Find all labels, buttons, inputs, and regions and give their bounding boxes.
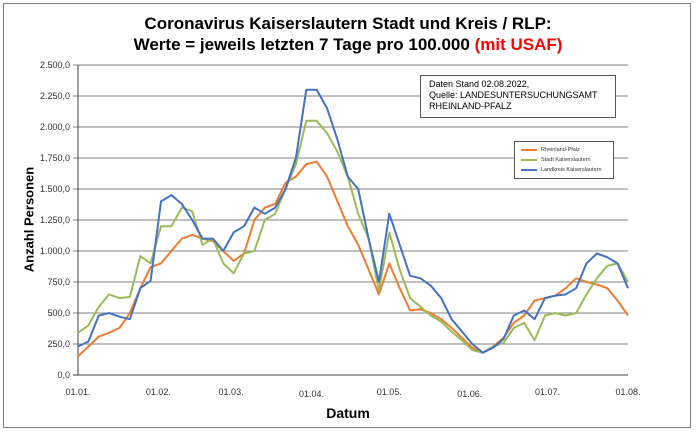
y-tick-label: 1.500,0	[40, 184, 70, 194]
source-annotation-box: Daten Stand 02.08.2022, Quelle: LANDESUN…	[420, 75, 616, 118]
y-tick-label: 2.500,0	[40, 60, 70, 70]
x-tick-label: 01.01.	[65, 387, 90, 397]
y-tick-label: 1.250,0	[40, 215, 70, 225]
legend-label: Rheinland-Pfalz	[541, 147, 580, 153]
legend: Rheinland-Pfalz Stadt Kaiserslautern Lan…	[514, 141, 614, 179]
annotation-line-1: Daten Stand 02.08.2022,	[429, 79, 530, 89]
legend-item-rheinland-pfalz: Rheinland-Pfalz	[521, 145, 613, 155]
chart-subtitle-accent: (mit USAF)	[474, 35, 563, 54]
series-line-stadt-kaiserslautern	[77, 119, 629, 354]
x-tick-label: 01.04.	[299, 389, 324, 399]
y-tick-label: 0,0	[57, 370, 70, 380]
x-tick-label: 01.02.	[146, 387, 171, 397]
annotation-line-2: Quelle: LANDESUNTERSUCHUNGSAMT	[429, 90, 598, 100]
legend-label: Stadt Kaiserslautern	[541, 157, 591, 163]
x-tick-label: 01.03.	[219, 387, 244, 397]
y-tick-label: 750,0	[47, 277, 70, 287]
chart-title-text: Coronavirus Kaiserslautern Stadt und Kre…	[144, 14, 552, 33]
legend-item-landkreis-kaiserslautern: Landkreis Kaiserslautern	[521, 165, 613, 175]
annotation-line-3: RHEINLAND-PFALZ	[429, 101, 512, 111]
x-tick-label: 01.07.	[535, 387, 560, 397]
y-tick-label: 250,0	[47, 339, 70, 349]
x-tick-label: 01.05.	[377, 387, 402, 397]
x-tick-label: 01.06.	[457, 389, 482, 399]
y-axis-label: Anzahl Personen	[21, 166, 37, 273]
chart-subtitle-text: Werte = jeweils letzten 7 Tage pro 100.0…	[133, 35, 470, 54]
chart-subtitle: Werte = jeweils letzten 7 Tage pro 100.0…	[0, 35, 696, 55]
y-tick-label: 1.000,0	[40, 246, 70, 256]
x-axis-label: Datum	[326, 405, 370, 421]
series-line-rheinland-pfalz	[77, 160, 629, 358]
y-tick-label: 500,0	[47, 308, 70, 318]
legend-swatch-blue	[521, 169, 537, 171]
legend-swatch-orange	[521, 149, 537, 151]
series-line-landkreis-kaiserslautern	[77, 88, 629, 354]
y-tick-label: 1.750,0	[40, 153, 70, 163]
y-tick-label: 2.000,0	[40, 122, 70, 132]
legend-item-stadt-kaiserslautern: Stadt Kaiserslautern	[521, 155, 613, 165]
chart-title: Coronavirus Kaiserslautern Stadt und Kre…	[0, 14, 696, 34]
legend-label: Landkreis Kaiserslautern	[541, 167, 602, 173]
legend-swatch-green	[521, 159, 537, 161]
x-tick-label: 01.08.	[615, 387, 640, 397]
y-tick-label: 2.250,0	[40, 91, 70, 101]
chart-frame	[3, 3, 691, 428]
